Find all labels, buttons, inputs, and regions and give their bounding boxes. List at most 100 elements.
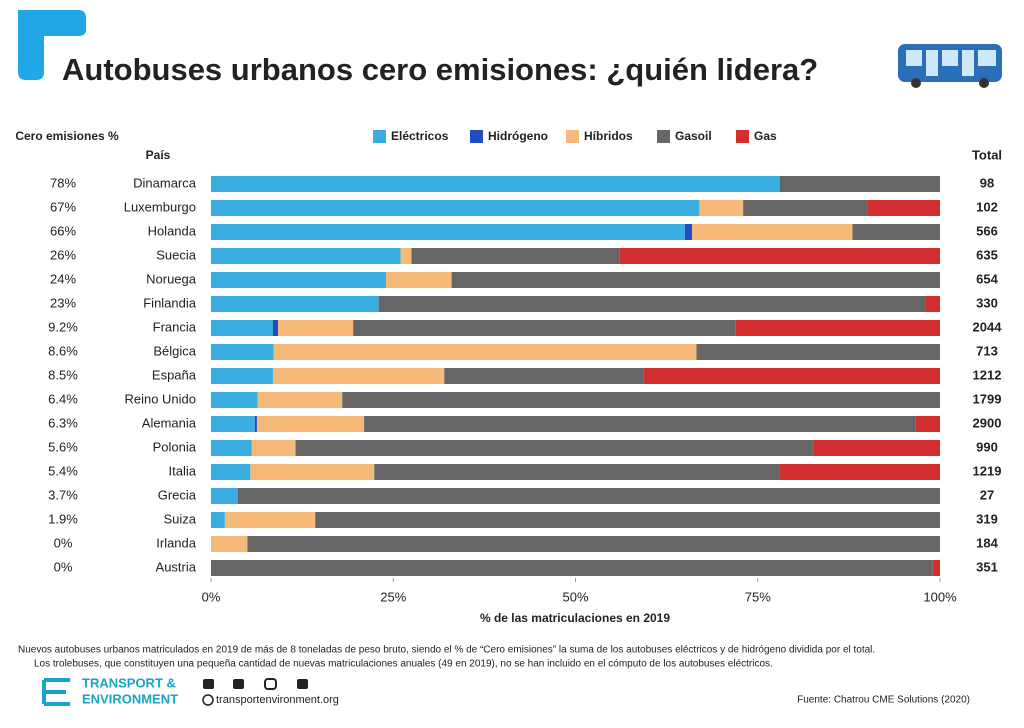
total-label: 1212 (973, 367, 1002, 382)
total-label: 102 (976, 199, 998, 214)
country-header: País (146, 148, 171, 162)
total-label: 654 (976, 271, 998, 286)
website: transportenvironment.org (216, 694, 339, 706)
zero-label: 0% (54, 535, 73, 550)
bar-segment (250, 464, 375, 480)
zero-label: 24% (50, 271, 76, 286)
legend-swatch (657, 130, 670, 143)
legend-swatch (470, 130, 483, 143)
bar-segment (211, 320, 273, 336)
legend-swatch (736, 130, 749, 143)
bar-segment (211, 176, 780, 192)
zero-header: Cero emisiones % (15, 129, 119, 143)
country-label: España (152, 367, 197, 382)
zero-label: 78% (50, 175, 76, 190)
total-label: 713 (976, 343, 998, 358)
bar-segment (315, 512, 940, 528)
country-label: Finlandia (143, 295, 197, 310)
bar-segment (411, 248, 620, 264)
country-label: Grecia (158, 487, 197, 502)
zero-label: 5.4% (48, 463, 78, 478)
bar-segment (619, 248, 940, 264)
total-label: 990 (976, 439, 998, 454)
bar-segment (451, 272, 940, 288)
legend-label: Eléctricos (391, 129, 449, 143)
corner-logo (18, 10, 86, 80)
bar-segment (932, 560, 940, 576)
bar-segment (735, 320, 940, 336)
zero-label: 0% (54, 559, 73, 574)
country-label: Irlanda (156, 535, 197, 550)
bar-segment (211, 296, 379, 312)
bar-segment (400, 248, 412, 264)
bar-segment (211, 272, 386, 288)
country-label: Suiza (163, 511, 196, 526)
total-label: 566 (976, 223, 998, 238)
zero-label: 66% (50, 223, 76, 238)
logo-text: TRANSPORT & (82, 675, 176, 690)
legend-label: Hidrógeno (488, 129, 548, 143)
note: Nuevos autobuses urbanos matriculados en… (18, 645, 875, 656)
zero-label: 6.4% (48, 391, 78, 406)
chart-title: Autobuses urbanos cero emisiones: ¿quién… (62, 52, 818, 87)
bar-segment (257, 392, 343, 408)
bar-segment (643, 368, 940, 384)
zero-label: 23% (50, 295, 76, 310)
country-label: Noruega (146, 271, 197, 286)
country-label: Suecia (156, 247, 197, 262)
zero-label: 26% (50, 247, 76, 262)
bar-segment (867, 200, 940, 216)
bar-segment (211, 248, 401, 264)
bar-segment (272, 320, 279, 336)
bar-segment (852, 224, 940, 240)
zero-label: 3.7% (48, 487, 78, 502)
total-label: 1799 (973, 391, 1002, 406)
legend-swatch (373, 130, 386, 143)
bar-segment (256, 416, 365, 432)
x-tick-label: 50% (562, 589, 588, 604)
legend-swatch (566, 130, 579, 143)
bar-segment (364, 416, 916, 432)
bar-segment (211, 368, 273, 384)
bar-segment (247, 536, 940, 552)
zero-label: 9.2% (48, 319, 78, 334)
bar-segment (278, 320, 354, 336)
zero-label: 67% (50, 199, 76, 214)
logo-text: ENVIRONMENT (82, 691, 178, 706)
country-label: Italia (169, 463, 197, 478)
legend-label: Gas (754, 129, 777, 143)
bar-segment (211, 344, 274, 360)
bar-segment (211, 416, 255, 432)
x-tick-label: 0% (202, 589, 221, 604)
source: Fuente: Chatrou CME Solutions (2020) (797, 695, 970, 706)
bar-segment (295, 440, 814, 456)
bar-segment (211, 392, 258, 408)
zero-label: 5.6% (48, 439, 78, 454)
bar-segment (211, 560, 933, 576)
total-label: 2044 (973, 319, 1003, 334)
bar-segment (385, 272, 452, 288)
bar-segment (743, 200, 868, 216)
bar-segment (692, 224, 853, 240)
legend-label: Gasoil (675, 129, 712, 143)
bar-segment (684, 224, 693, 240)
zero-label: 1.9% (48, 511, 78, 526)
bar-segment (211, 512, 225, 528)
x-axis-label: % de las matriculaciones en 2019 (480, 611, 670, 625)
bar-segment (254, 416, 257, 432)
bar-segment (211, 536, 248, 552)
bar-segment (696, 344, 940, 360)
total-label: 330 (976, 295, 998, 310)
bar-segment (211, 224, 685, 240)
bar-segment (272, 368, 445, 384)
total-label: 319 (976, 511, 998, 526)
country-label: Dinamarca (133, 175, 197, 190)
bar-segment (273, 344, 697, 360)
bar-segment (779, 464, 940, 480)
bar-segment (211, 440, 252, 456)
bar-segment (211, 464, 251, 480)
x-tick-label: 75% (745, 589, 771, 604)
total-label: 2900 (973, 415, 1002, 430)
bar-segment (779, 176, 940, 192)
bar-segment (925, 296, 940, 312)
